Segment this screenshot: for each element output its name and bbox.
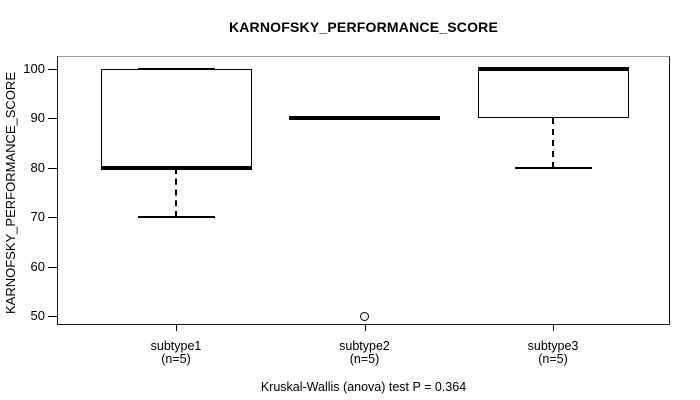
box: [477, 69, 629, 119]
chart-title: KARNOFSKY_PERFORMANCE_SCORE: [228, 19, 499, 35]
y-tick-label: 80: [30, 159, 45, 175]
group-n: (n=5): [349, 352, 380, 366]
y-axis-label: KARNOFSKY_PERFORMANCE_SCORE: [3, 72, 18, 314]
y-axis-tick: [48, 316, 57, 317]
x-group-label: subtype1 (n=5): [106, 340, 246, 366]
median-line: [289, 116, 440, 121]
y-axis-tick: [48, 217, 57, 219]
box: [100, 69, 252, 168]
y-tick-label: 70: [30, 209, 45, 225]
lower-whisker: [552, 118, 554, 168]
whisker-staple: [137, 216, 215, 219]
y-axis-tick: [48, 167, 57, 169]
y-axis-tick: [48, 266, 57, 268]
x-group-label: subtype2 (n=5): [295, 340, 435, 366]
y-axis-tick: [48, 118, 57, 120]
x-axis-tick: [176, 325, 177, 331]
group-name: subtype2: [339, 339, 390, 353]
y-tick-label: 60: [30, 258, 45, 274]
median-line: [477, 67, 629, 71]
group-n: (n=5): [538, 352, 568, 366]
x-axis-tick: [553, 325, 554, 331]
y-axis-tick: [48, 69, 57, 70]
x-axis-tick: [364, 325, 366, 331]
group-name: subtype3: [527, 339, 579, 353]
outlier-point: [360, 311, 369, 321]
y-tick-label: 50: [30, 308, 45, 323]
whisker-staple: [514, 166, 592, 169]
y-tick-label: 100: [23, 61, 45, 76]
y-tick-label: 90: [30, 110, 45, 126]
whisker-staple: [137, 68, 215, 70]
group-name: subtype1: [150, 339, 202, 353]
x-group-label: subtype3 (n=5): [483, 340, 623, 366]
lower-whisker: [175, 167, 177, 218]
group-n: (n=5): [161, 352, 191, 366]
median-line: [100, 165, 252, 170]
stat-test-caption: Kruskal-Wallis (anova) test P = 0.364: [260, 380, 467, 394]
